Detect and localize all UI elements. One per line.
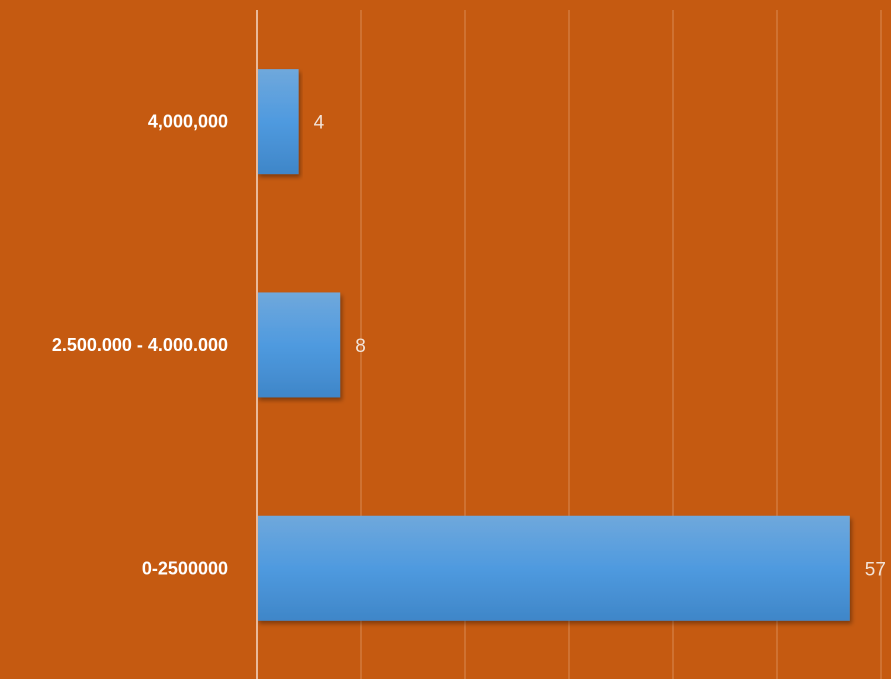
category-tick-label: 2.500.000 - 4.000.000	[52, 335, 228, 355]
bar	[257, 69, 299, 175]
bars	[257, 69, 850, 621]
bar	[257, 292, 341, 398]
data-label: 4	[314, 113, 325, 134]
data-label: 57	[865, 559, 886, 580]
category-tick-label: 4,000,000	[148, 112, 228, 132]
labels: 4,000,000 4 2.500.000 - 4.000.000 8 0-250000…	[52, 112, 886, 581]
data-label: 8	[355, 336, 366, 357]
bar	[257, 515, 850, 621]
category-tick-label: 0-2500000	[142, 558, 228, 578]
